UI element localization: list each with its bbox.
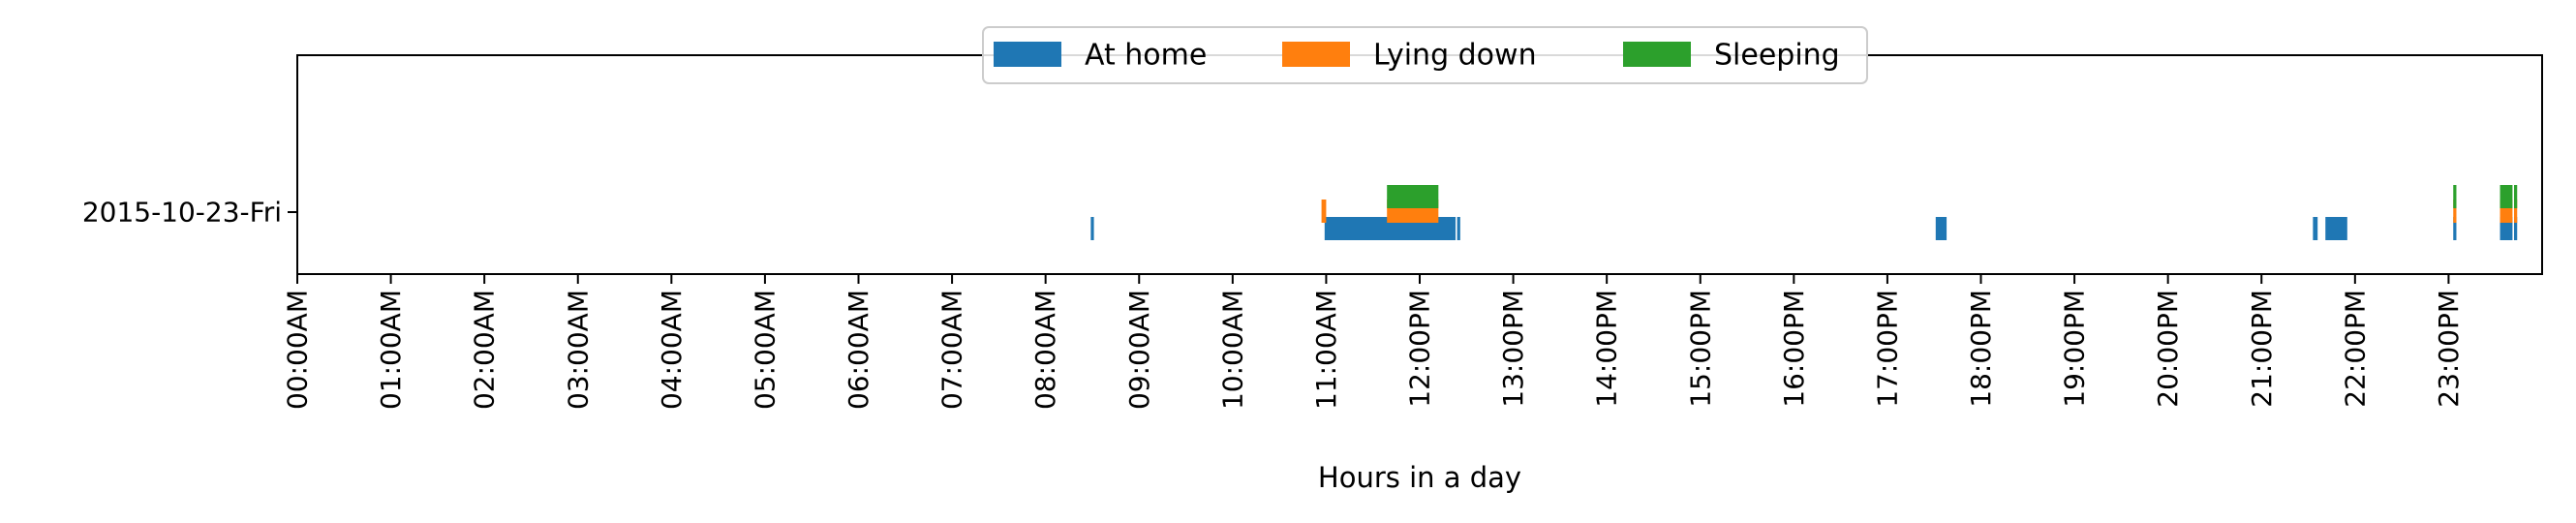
y-tick-label: 2015-10-23-Fri bbox=[82, 197, 282, 229]
x-tick-label: 11:00AM bbox=[1310, 290, 1342, 410]
bar-lying-down-2 bbox=[2453, 200, 2457, 223]
legend-swatch-lying-down bbox=[1282, 42, 1350, 67]
x-tick-label: 12:00PM bbox=[1404, 290, 1436, 408]
legend-swatch-sleeping bbox=[1623, 42, 1691, 67]
x-tick-label: 14:00PM bbox=[1591, 290, 1623, 408]
x-tick-label: 06:00AM bbox=[843, 290, 874, 410]
bar-at-home-2 bbox=[1457, 217, 1460, 240]
x-tick-label: 20:00PM bbox=[2152, 290, 2184, 408]
bar-at-home-5 bbox=[2325, 217, 2347, 240]
legend-label-lying-down: Lying down bbox=[1373, 39, 1537, 73]
x-tick-label: 22:00PM bbox=[2339, 290, 2371, 408]
x-axis-label: Hours in a day bbox=[1318, 461, 1521, 494]
legend-label-at-home: At home bbox=[1085, 39, 1207, 73]
bar-at-home-0 bbox=[1090, 217, 1094, 240]
y-axis-ticks: 2015-10-23-Fri bbox=[82, 197, 297, 229]
x-tick-label: 19:00PM bbox=[2059, 290, 2091, 408]
x-tick-label: 21:00PM bbox=[2246, 290, 2278, 408]
x-tick-label: 23:00PM bbox=[2433, 290, 2465, 408]
bar-lying-down-0 bbox=[1321, 200, 1327, 223]
legend-box bbox=[982, 26, 1868, 84]
bar-sleeping-3 bbox=[2514, 185, 2518, 208]
bar-at-home-4 bbox=[2313, 217, 2318, 240]
x-tick-label: 05:00AM bbox=[749, 290, 781, 410]
x-tick-label: 18:00PM bbox=[1965, 290, 1997, 408]
x-tick-label: 15:00PM bbox=[1684, 290, 1716, 408]
x-tick-label: 00:00AM bbox=[282, 290, 314, 410]
bar-sleeping-0 bbox=[1387, 185, 1439, 208]
x-tick-label: 01:00AM bbox=[375, 290, 407, 410]
x-tick-label: 13:00PM bbox=[1497, 290, 1529, 408]
bar-marks bbox=[1090, 185, 2518, 240]
x-tick-label: 10:00AM bbox=[1216, 290, 1248, 410]
bar-sleeping-2 bbox=[2499, 185, 2513, 208]
bar-lying-down-4 bbox=[2514, 200, 2518, 223]
x-tick-label: 09:00AM bbox=[1123, 290, 1155, 410]
x-tick-label: 17:00PM bbox=[1871, 290, 1903, 408]
plot-frame bbox=[296, 54, 2543, 275]
bar-sleeping-1 bbox=[2453, 185, 2457, 208]
x-tick-label: 16:00PM bbox=[1778, 290, 1810, 408]
x-tick-label: 03:00AM bbox=[562, 290, 594, 410]
x-tick-label: 08:00AM bbox=[1029, 290, 1061, 410]
legend-swatch-at-home bbox=[994, 42, 1061, 67]
x-axis-ticks: 00:00AM 01:00AM 02:00AM 03:00AM 04:00AM 05:00… bbox=[282, 274, 2465, 410]
x-tick-label: 07:00AM bbox=[936, 290, 968, 410]
legend: At home Lying down Sleeping bbox=[982, 26, 1868, 84]
x-tick-label: 02:00AM bbox=[469, 290, 501, 410]
legend-label-sleeping: Sleeping bbox=[1714, 39, 1840, 73]
bar-at-home-3 bbox=[1935, 217, 1947, 240]
x-tick-label: 04:00AM bbox=[656, 290, 688, 410]
bar-at-home-8 bbox=[2514, 217, 2518, 240]
bar-at-home-6 bbox=[2453, 217, 2457, 240]
